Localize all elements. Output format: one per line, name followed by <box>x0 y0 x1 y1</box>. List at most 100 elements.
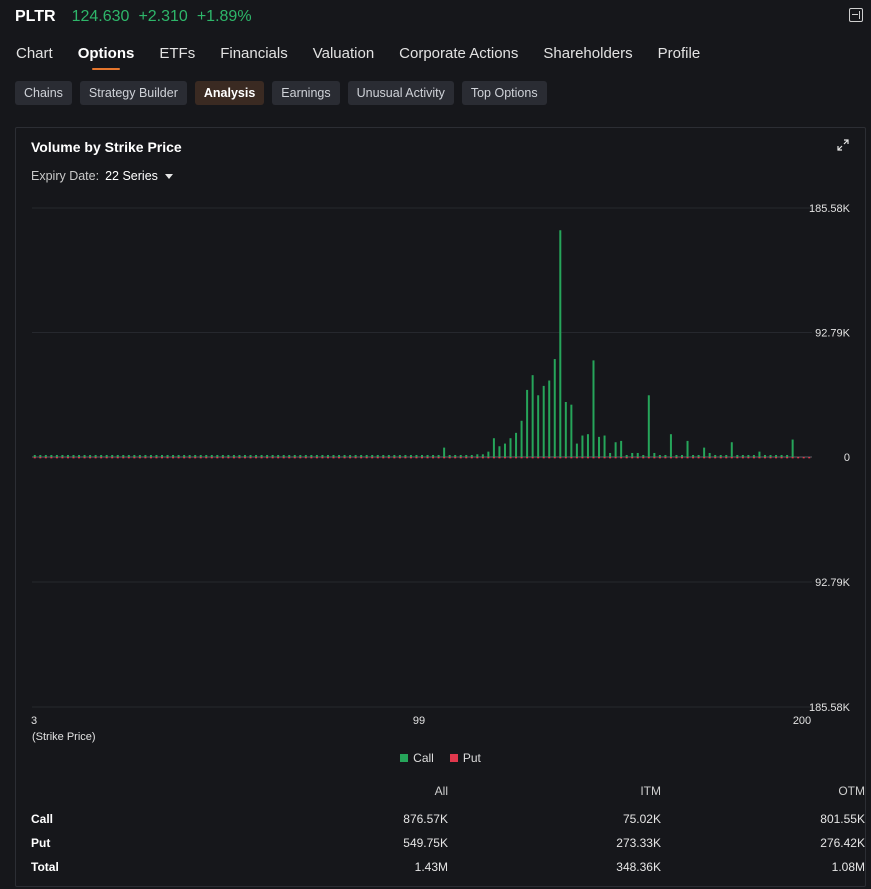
call-bar[interactable] <box>581 435 584 457</box>
call-bar[interactable] <box>371 454 374 457</box>
call-bar[interactable] <box>83 454 86 457</box>
put-bar[interactable] <box>61 457 64 459</box>
call-bar[interactable] <box>553 359 556 457</box>
put-bar[interactable] <box>786 457 789 459</box>
call-bar[interactable] <box>61 454 64 457</box>
put-bar[interactable] <box>697 457 700 459</box>
put-bar[interactable] <box>515 457 518 459</box>
put-bar[interactable] <box>66 457 69 459</box>
call-bar[interactable] <box>39 454 42 457</box>
put-bar[interactable] <box>144 457 147 459</box>
put-bar[interactable] <box>752 457 755 459</box>
call-bar[interactable] <box>609 452 612 457</box>
call-bar[interactable] <box>188 454 191 457</box>
call-bar[interactable] <box>625 454 628 457</box>
call-bar[interactable] <box>149 454 152 457</box>
put-bar[interactable] <box>282 457 285 459</box>
put-bar[interactable] <box>338 457 341 459</box>
put-bar[interactable] <box>669 457 672 459</box>
call-bar[interactable] <box>769 454 772 457</box>
put-bar[interactable] <box>503 457 506 459</box>
put-bar[interactable] <box>326 457 329 459</box>
put-bar[interactable] <box>741 457 744 459</box>
call-bar[interactable] <box>260 454 263 457</box>
put-bar[interactable] <box>349 457 352 459</box>
put-bar[interactable] <box>465 457 468 459</box>
put-bar[interactable] <box>598 457 601 459</box>
put-bar[interactable] <box>393 457 396 459</box>
subtab-analysis[interactable]: Analysis <box>194 81 265 105</box>
call-bar[interactable] <box>161 454 163 457</box>
call-bar[interactable] <box>669 434 672 457</box>
put-bar[interactable] <box>216 457 219 459</box>
call-bar[interactable] <box>730 442 733 457</box>
call-bar[interactable] <box>443 447 446 457</box>
call-bar[interactable] <box>138 454 141 457</box>
call-bar[interactable] <box>122 454 125 457</box>
call-bar[interactable] <box>520 420 523 457</box>
call-bar[interactable] <box>144 454 147 457</box>
call-bar[interactable] <box>72 454 75 457</box>
put-bar[interactable] <box>686 457 689 459</box>
put-bar[interactable] <box>775 457 778 459</box>
call-bar[interactable] <box>426 454 429 457</box>
put-bar[interactable] <box>360 457 363 459</box>
call-bar[interactable] <box>786 454 789 457</box>
put-bar[interactable] <box>437 457 440 459</box>
call-bar[interactable] <box>404 454 407 457</box>
call-bar[interactable] <box>642 454 645 457</box>
call-bar[interactable] <box>44 454 47 457</box>
tab-options[interactable]: Options <box>78 45 134 70</box>
call-bar[interactable] <box>210 454 213 457</box>
call-bar[interactable] <box>631 452 634 457</box>
call-bar[interactable] <box>94 454 97 457</box>
subtab-chains[interactable]: Chains <box>15 81 72 105</box>
call-bar[interactable] <box>33 454 36 457</box>
call-bar[interactable] <box>498 446 501 457</box>
call-bar[interactable] <box>398 454 401 457</box>
call-bar[interactable] <box>515 432 518 457</box>
put-bar[interactable] <box>288 457 291 459</box>
put-bar[interactable] <box>426 457 429 459</box>
call-bar[interactable] <box>620 440 623 457</box>
put-bar[interactable] <box>50 457 53 459</box>
call-bar[interactable] <box>415 454 418 457</box>
call-bar[interactable] <box>194 454 197 457</box>
call-bar[interactable] <box>575 443 578 457</box>
call-bar[interactable] <box>598 436 601 457</box>
put-bar[interactable] <box>791 457 794 459</box>
call-bar[interactable] <box>116 454 119 457</box>
put-bar[interactable] <box>221 457 224 459</box>
call-bar[interactable] <box>282 454 285 457</box>
put-bar[interactable] <box>603 457 606 459</box>
call-bar[interactable] <box>199 454 202 457</box>
call-bar[interactable] <box>172 454 175 457</box>
put-bar[interactable] <box>44 457 47 459</box>
call-bar[interactable] <box>432 454 435 457</box>
put-bar[interactable] <box>94 457 97 459</box>
call-bar[interactable] <box>127 454 130 457</box>
put-bar[interactable] <box>586 457 589 459</box>
put-bar[interactable] <box>620 457 623 459</box>
call-bar[interactable] <box>166 454 169 457</box>
put-bar[interactable] <box>299 457 302 459</box>
put-bar[interactable] <box>802 457 805 459</box>
call-bar[interactable] <box>360 454 363 457</box>
put-bar[interactable] <box>277 457 280 459</box>
call-bar[interactable] <box>470 454 473 457</box>
put-bar[interactable] <box>614 457 617 459</box>
put-bar[interactable] <box>409 457 412 459</box>
put-bar[interactable] <box>382 457 385 459</box>
put-bar[interactable] <box>459 457 462 459</box>
call-bar[interactable] <box>183 454 186 457</box>
put-bar[interactable] <box>72 457 75 459</box>
put-bar[interactable] <box>609 457 612 459</box>
call-bar[interactable] <box>321 454 324 457</box>
call-bar[interactable] <box>686 440 689 457</box>
put-bar[interactable] <box>531 457 534 459</box>
put-bar[interactable] <box>758 457 761 459</box>
tab-etfs[interactable]: ETFs <box>159 45 196 62</box>
put-bar[interactable] <box>404 457 407 459</box>
put-bar[interactable] <box>321 457 324 459</box>
call-bar[interactable] <box>692 454 695 457</box>
